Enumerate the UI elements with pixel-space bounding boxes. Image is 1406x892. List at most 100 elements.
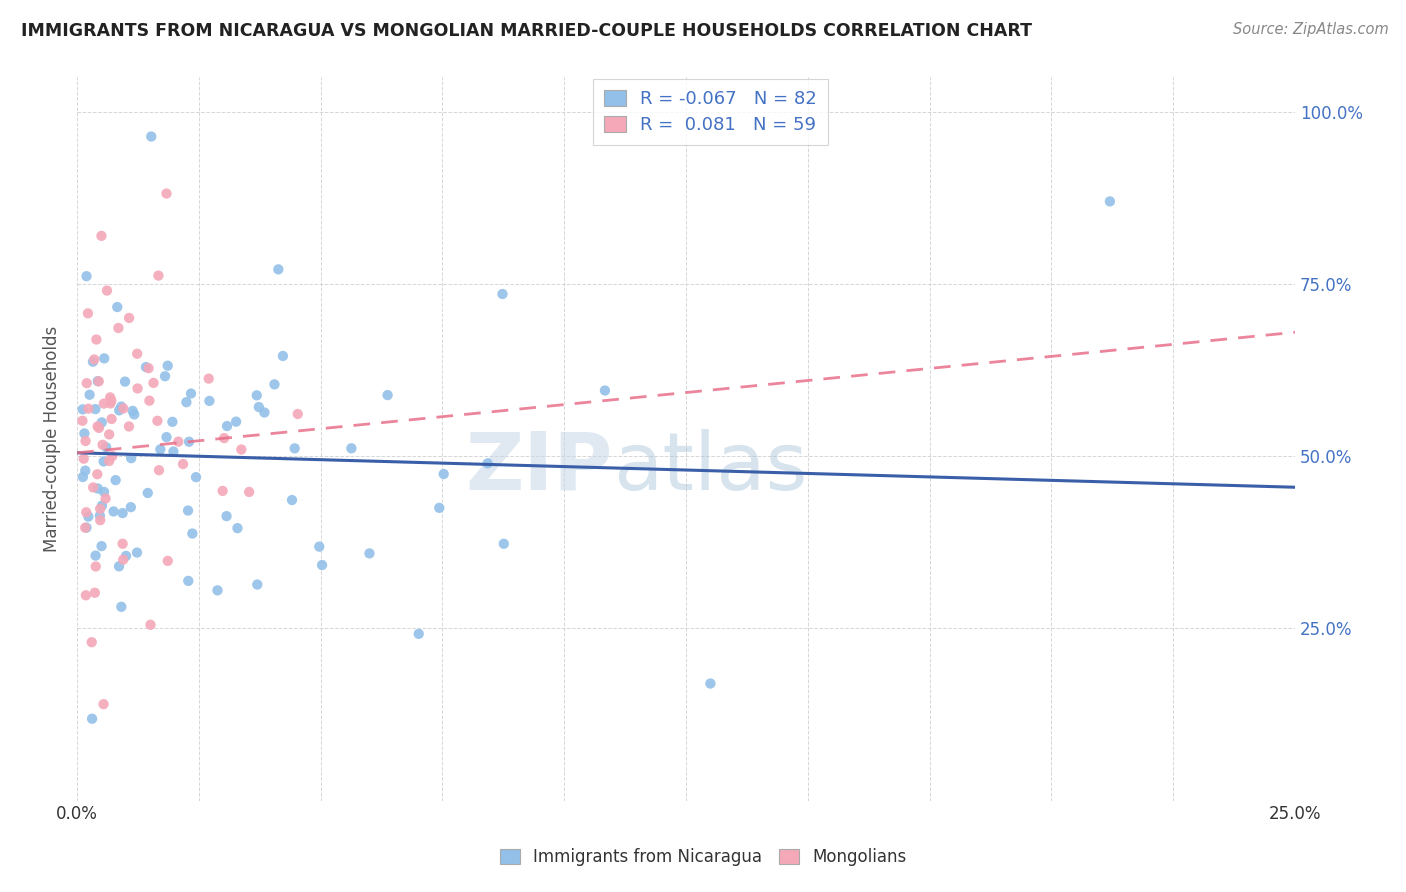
Point bbox=[377, 388, 399, 402]
Point bbox=[93, 454, 115, 468]
Point bbox=[87, 375, 110, 389]
Point bbox=[148, 268, 170, 283]
Point bbox=[427, 500, 450, 515]
Point bbox=[197, 371, 219, 385]
Point bbox=[72, 470, 94, 484]
Point bbox=[114, 375, 136, 389]
Point bbox=[207, 583, 229, 598]
Point bbox=[433, 467, 456, 481]
Point bbox=[82, 480, 104, 494]
Point bbox=[180, 386, 202, 401]
Legend: R = -0.067   N = 82, R =  0.081   N = 59: R = -0.067 N = 82, R = 0.081 N = 59 bbox=[593, 79, 828, 145]
Point bbox=[238, 484, 260, 499]
Point bbox=[98, 427, 121, 442]
Point bbox=[76, 269, 98, 284]
Point bbox=[87, 374, 110, 388]
Point bbox=[115, 549, 138, 563]
Point bbox=[177, 434, 200, 449]
Point bbox=[491, 287, 513, 301]
Point bbox=[98, 454, 121, 468]
Point bbox=[359, 546, 381, 560]
Point bbox=[253, 405, 276, 419]
Point bbox=[111, 506, 134, 520]
Point bbox=[105, 300, 128, 314]
Point bbox=[89, 501, 111, 516]
Point bbox=[89, 508, 111, 523]
Point bbox=[94, 491, 117, 506]
Point bbox=[101, 449, 124, 463]
Y-axis label: Married-couple Households: Married-couple Households bbox=[44, 326, 60, 552]
Point bbox=[79, 388, 101, 402]
Point bbox=[118, 310, 141, 325]
Point bbox=[184, 470, 207, 484]
Point bbox=[91, 499, 114, 513]
Point bbox=[246, 388, 269, 402]
Point bbox=[73, 426, 96, 441]
Text: Source: ZipAtlas.com: Source: ZipAtlas.com bbox=[1233, 22, 1389, 37]
Point bbox=[110, 400, 132, 414]
Point bbox=[100, 396, 122, 410]
Point bbox=[139, 617, 162, 632]
Point bbox=[100, 393, 122, 408]
Point bbox=[156, 359, 179, 373]
Point bbox=[112, 401, 135, 416]
Point bbox=[96, 440, 118, 454]
Point bbox=[699, 676, 721, 690]
Point bbox=[90, 228, 112, 243]
Point bbox=[135, 360, 157, 375]
Point bbox=[75, 505, 97, 519]
Point bbox=[107, 321, 129, 335]
Point bbox=[120, 451, 142, 466]
Point bbox=[75, 521, 97, 535]
Point bbox=[84, 402, 107, 417]
Point bbox=[136, 486, 159, 500]
Point bbox=[127, 382, 149, 396]
Point bbox=[215, 509, 238, 524]
Point bbox=[77, 401, 100, 416]
Point bbox=[311, 558, 333, 572]
Point bbox=[492, 537, 515, 551]
Point bbox=[284, 442, 307, 456]
Point bbox=[156, 554, 179, 568]
Point bbox=[89, 513, 111, 527]
Point bbox=[408, 627, 430, 641]
Point bbox=[77, 306, 100, 320]
Point bbox=[75, 464, 97, 478]
Point bbox=[172, 457, 194, 471]
Point bbox=[181, 526, 204, 541]
Point bbox=[77, 509, 100, 524]
Point bbox=[108, 559, 131, 574]
Point bbox=[87, 482, 110, 496]
Point bbox=[177, 503, 200, 517]
Text: ZIP: ZIP bbox=[465, 429, 613, 507]
Point bbox=[112, 552, 135, 566]
Point bbox=[100, 412, 122, 426]
Point bbox=[120, 500, 142, 515]
Point bbox=[340, 442, 363, 456]
Point bbox=[212, 431, 235, 445]
Point bbox=[141, 129, 163, 144]
Point bbox=[93, 396, 115, 410]
Point bbox=[149, 442, 172, 457]
Point bbox=[246, 577, 269, 591]
Point bbox=[75, 520, 97, 534]
Point bbox=[267, 262, 290, 277]
Point bbox=[90, 539, 112, 553]
Point bbox=[215, 419, 238, 434]
Point bbox=[75, 434, 97, 448]
Point bbox=[93, 485, 115, 500]
Point bbox=[72, 414, 94, 428]
Point bbox=[83, 352, 105, 367]
Legend: Immigrants from Nicaragua, Mongolians: Immigrants from Nicaragua, Mongolians bbox=[491, 840, 915, 875]
Point bbox=[138, 393, 160, 408]
Point bbox=[226, 521, 249, 535]
Point bbox=[86, 467, 108, 482]
Point bbox=[146, 414, 169, 428]
Point bbox=[122, 408, 145, 422]
Point bbox=[153, 369, 176, 384]
Point bbox=[76, 376, 98, 391]
Point bbox=[84, 549, 107, 563]
Point bbox=[167, 434, 190, 449]
Point bbox=[111, 537, 134, 551]
Point bbox=[231, 442, 253, 457]
